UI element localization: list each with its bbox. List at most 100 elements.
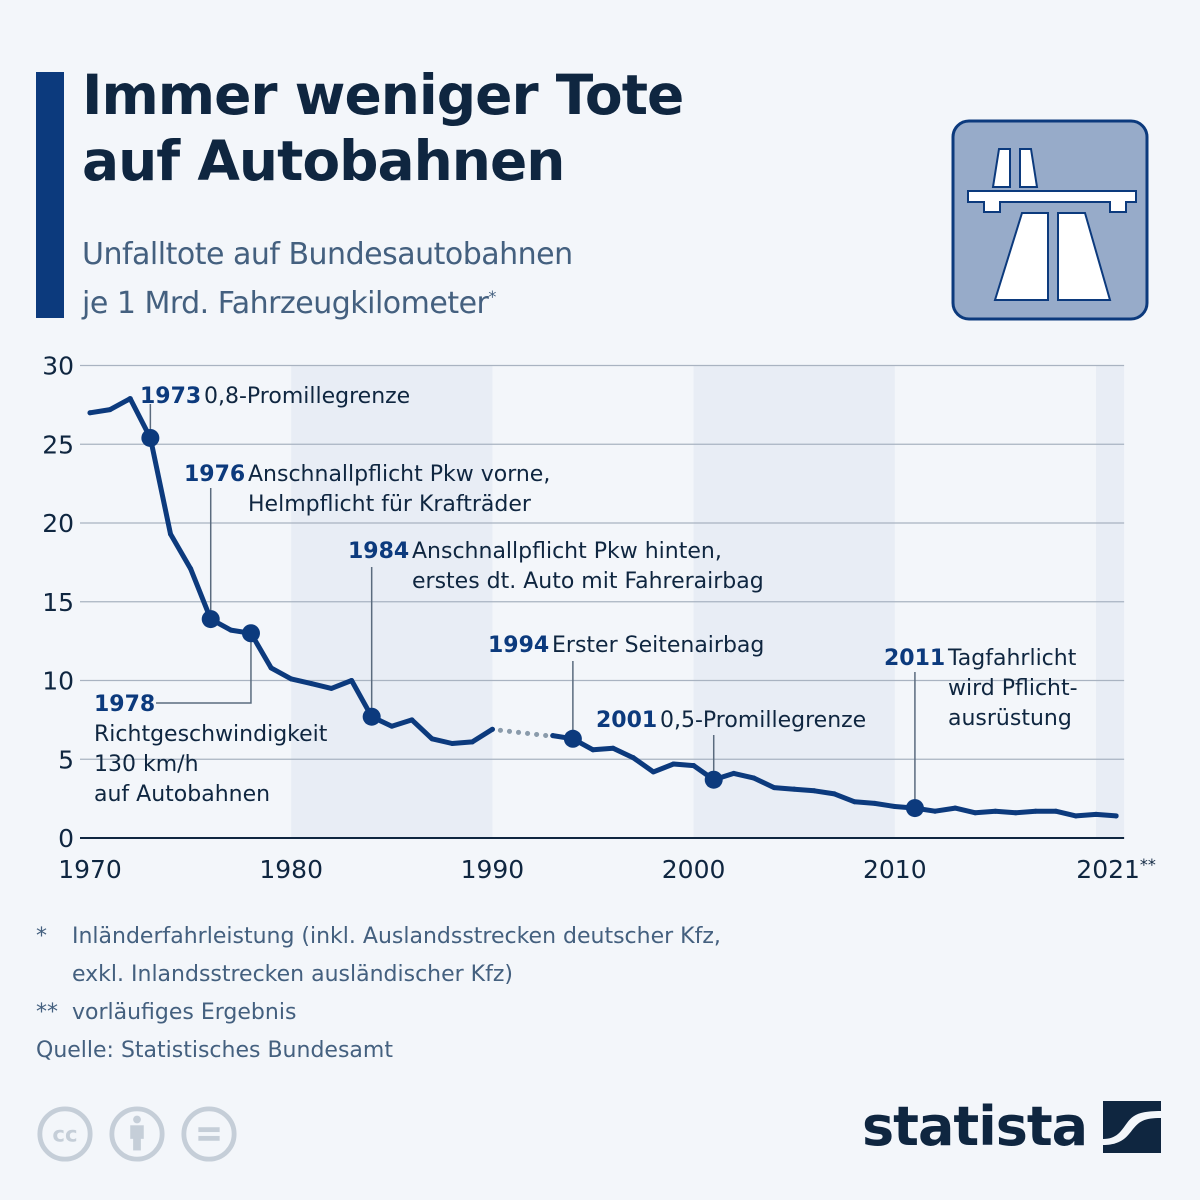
x-tick-label: 2021** xyxy=(1076,855,1156,884)
annotation-marker xyxy=(141,428,160,447)
data-point xyxy=(87,410,93,416)
page-title: Immer weniger Tote auf Autobahnen xyxy=(82,62,684,194)
y-tick-label: 0 xyxy=(58,824,74,853)
no-derivatives-icon[interactable] xyxy=(180,1105,238,1163)
data-point xyxy=(791,786,797,792)
data-point xyxy=(610,745,616,751)
title-line-2: auf Autobahnen xyxy=(82,129,565,193)
annotation-text: 130 km/h xyxy=(94,752,199,777)
annotation-leader xyxy=(156,633,252,704)
data-point xyxy=(288,676,294,682)
data-point xyxy=(389,723,395,729)
annotation-text: Helmpflicht für Krafträder xyxy=(248,492,532,517)
y-tick-label: 10 xyxy=(42,667,74,696)
annotation-year: 1994 xyxy=(488,633,549,658)
x-tick-label: 1990 xyxy=(461,855,525,884)
data-point xyxy=(1093,811,1099,817)
data-point xyxy=(429,736,435,742)
data-point xyxy=(932,808,938,814)
data-point xyxy=(349,678,355,683)
x-tick-label: 2010 xyxy=(863,855,927,884)
annotation-text: auf Autobahnen xyxy=(94,782,270,807)
data-point xyxy=(670,761,676,767)
data-point xyxy=(489,726,495,732)
annotation-year: 2011 xyxy=(884,646,945,671)
footnotes: * Inländerfahrleistung (inkl. Auslandsst… xyxy=(36,918,721,1070)
footnote-1: * Inländerfahrleistung (inkl. Auslandsst… xyxy=(36,918,721,956)
data-point xyxy=(751,775,757,781)
gap-dotted-line xyxy=(497,727,550,739)
motorway-sign-icon xyxy=(951,119,1149,321)
data-point xyxy=(630,755,636,761)
data-point xyxy=(228,627,234,633)
data-point xyxy=(268,665,274,671)
data-point xyxy=(167,531,173,537)
data-point xyxy=(1053,808,1059,814)
data-point xyxy=(550,733,556,739)
x-tick-suffix: ** xyxy=(1140,855,1156,874)
data-point xyxy=(771,785,777,791)
license-icons: cc xyxy=(36,1105,238,1163)
data-point xyxy=(308,681,314,687)
data-point xyxy=(409,717,415,723)
data-point xyxy=(992,808,998,814)
annotation-text: 0,5-Promillegrenze xyxy=(660,708,866,733)
footnote-2-text: vorläufiges Ergebnis xyxy=(72,1000,297,1025)
subtitle-footnote-mark: * xyxy=(488,287,496,306)
annotation-year: 1984 xyxy=(348,539,409,564)
annotation-text: erstes dt. Auto mit Fahrerairbag xyxy=(412,569,764,594)
data-point xyxy=(107,407,113,413)
footnote-1-mark: * xyxy=(36,924,47,949)
annotation-text: Anschnallpflicht Pkw hinten, xyxy=(412,539,722,564)
attribution-icon[interactable] xyxy=(108,1105,166,1163)
data-point xyxy=(1033,808,1039,814)
data-point xyxy=(328,685,334,691)
x-tick-label: 1970 xyxy=(58,855,122,884)
annotation-year: 1978 xyxy=(94,692,155,717)
y-tick-label: 25 xyxy=(42,430,74,459)
annotation-markers xyxy=(141,428,924,818)
annotation: 1984 Anschnallpflicht Pkw hinten, erstes d… xyxy=(348,539,764,594)
annotation-text: wird Pflicht- xyxy=(948,676,1078,701)
annotation-text: Tagfahrlicht xyxy=(947,646,1077,671)
data-point xyxy=(892,804,898,809)
annotation: 1973 0,8-Promillegrenze xyxy=(140,384,410,409)
annotation-marker xyxy=(201,610,220,629)
annotation-year: 1973 xyxy=(140,384,201,409)
subtitle-line-2: je 1 Mrd. Fahrzeugkilometer xyxy=(82,286,489,321)
data-point xyxy=(1113,813,1119,819)
annotation-marker xyxy=(905,799,924,818)
data-point xyxy=(691,763,697,769)
subtitle: Unfalltote auf Bundesautobahnen je 1 Mrd… xyxy=(82,234,573,325)
statista-logo[interactable]: statista xyxy=(862,1095,1162,1158)
footnote-2: ** vorläufiges Ergebnis xyxy=(36,994,721,1032)
data-point xyxy=(1073,813,1079,819)
data-point xyxy=(449,741,455,746)
annotation-year: 1976 xyxy=(184,462,245,487)
data-point xyxy=(811,788,817,794)
data-point xyxy=(650,769,656,775)
annotation-text: ausrüstung xyxy=(948,706,1072,731)
x-tick-label: 1980 xyxy=(259,855,323,884)
source: Quelle: Statistisches Bundesamt xyxy=(36,1038,393,1063)
data-point xyxy=(127,396,133,402)
annotation-marker xyxy=(241,624,260,643)
data-point xyxy=(731,770,737,776)
data-point xyxy=(1013,810,1019,816)
cc-icon[interactable]: cc xyxy=(36,1105,94,1163)
annotation-text: Anschnallpflicht Pkw vorne, xyxy=(248,462,550,487)
accent-bar xyxy=(36,72,64,318)
annotation-text: Richtgeschwindigkeit xyxy=(94,722,328,747)
footnote-1-line-1: Inländerfahrleistung (inkl. Auslandsstre… xyxy=(72,924,721,949)
title-line-1: Immer weniger Tote xyxy=(82,63,684,127)
annotation: 2011 Tagfahrlicht wird Pflicht-ausrüstung xyxy=(884,646,1078,731)
annotation: 1976 Anschnallpflicht Pkw vorne, Helmpflic… xyxy=(184,462,550,517)
data-point xyxy=(188,566,194,572)
svg-text:cc: cc xyxy=(52,1123,77,1148)
data-series xyxy=(87,396,1119,819)
data-point xyxy=(952,805,958,811)
brand-name: statista xyxy=(862,1095,1088,1158)
data-point xyxy=(972,810,978,816)
